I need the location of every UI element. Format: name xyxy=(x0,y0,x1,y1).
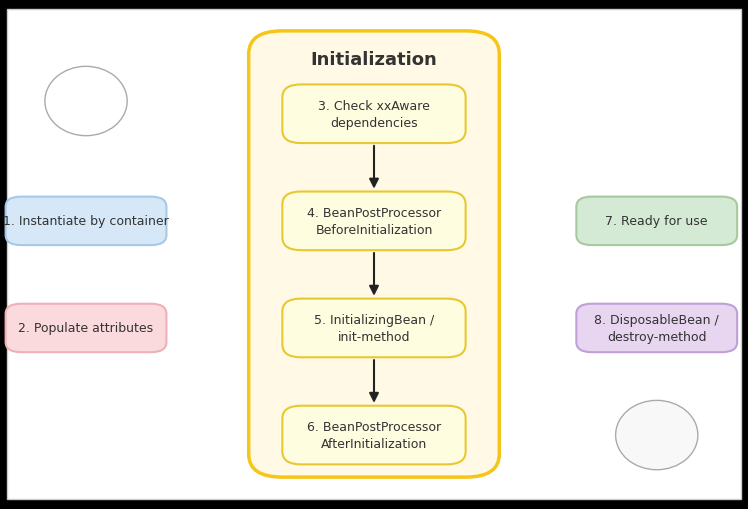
Ellipse shape xyxy=(45,67,127,136)
FancyBboxPatch shape xyxy=(283,299,465,357)
Text: Initialization: Initialization xyxy=(310,51,438,69)
Text: 7. Ready for use: 7. Ready for use xyxy=(605,215,708,228)
FancyBboxPatch shape xyxy=(6,304,166,352)
Text: 2. Populate attributes: 2. Populate attributes xyxy=(19,322,153,335)
FancyBboxPatch shape xyxy=(576,304,737,352)
Text: 1. Instantiate by container: 1. Instantiate by container xyxy=(3,215,169,228)
FancyBboxPatch shape xyxy=(283,85,465,144)
Text: 6. BeanPostProcessor
AfterInitialization: 6. BeanPostProcessor AfterInitialization xyxy=(307,420,441,450)
FancyBboxPatch shape xyxy=(6,197,166,245)
Text: 4. BeanPostProcessor
BeforeInitialization: 4. BeanPostProcessor BeforeInitializatio… xyxy=(307,207,441,236)
Text: 8. DisposableBean /
destroy-method: 8. DisposableBean / destroy-method xyxy=(595,314,719,343)
FancyBboxPatch shape xyxy=(248,32,499,477)
FancyBboxPatch shape xyxy=(283,406,465,464)
FancyBboxPatch shape xyxy=(283,192,465,251)
Text: 5. InitializingBean /
init-method: 5. InitializingBean / init-method xyxy=(314,314,434,343)
FancyBboxPatch shape xyxy=(7,10,741,499)
Ellipse shape xyxy=(616,401,698,470)
FancyBboxPatch shape xyxy=(576,197,737,245)
Text: 3. Check xxAware
dependencies: 3. Check xxAware dependencies xyxy=(318,100,430,129)
